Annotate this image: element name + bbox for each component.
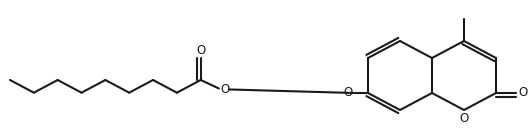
Text: O: O xyxy=(220,83,229,96)
Text: O: O xyxy=(518,86,528,100)
Text: O: O xyxy=(343,86,353,100)
Text: O: O xyxy=(459,112,469,126)
Text: O: O xyxy=(196,44,205,58)
